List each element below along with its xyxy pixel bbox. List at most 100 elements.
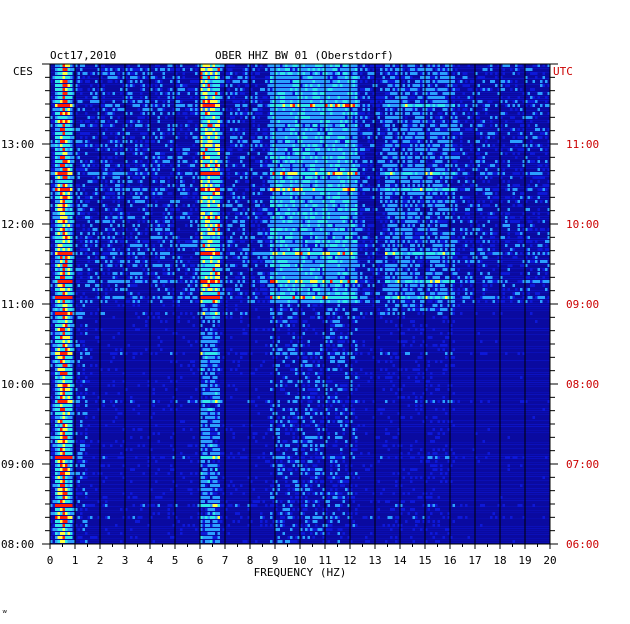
spectrogram-cell (295, 112, 298, 115)
spectrogram-cell (290, 208, 293, 211)
spectrogram-cell (345, 148, 348, 151)
spectrogram-cell (82, 168, 85, 171)
spectrogram-cell (307, 76, 310, 79)
spectrogram-cell (485, 136, 488, 139)
spectrogram-cell (307, 156, 310, 159)
spectrogram-cell (60, 132, 63, 135)
spectrogram-cell (540, 136, 543, 139)
spectrogram-cell (60, 204, 63, 207)
spectrogram-cell (217, 160, 220, 163)
spectrogram-cell (335, 84, 338, 87)
spectrogram-cell (477, 204, 480, 207)
spectrogram-cell (390, 208, 393, 211)
spectrogram-cell (220, 92, 223, 95)
spectrogram-cell (102, 96, 105, 99)
spectrogram-cell (512, 128, 515, 131)
spectrogram-cell (432, 164, 435, 167)
spectrogram-cell (212, 156, 215, 159)
spectrogram-cell (112, 172, 115, 175)
spectrogram-cell (202, 84, 205, 87)
spectrogram-cell (55, 136, 58, 139)
spectrogram-cell (137, 176, 140, 179)
spectrogram-cell (215, 184, 218, 187)
spectrogram-cell (445, 124, 448, 127)
spectrogram-cell (392, 76, 395, 79)
spectrogram-cell (82, 64, 85, 67)
spectrogram-cell (210, 200, 213, 203)
spectrogram-cell (207, 196, 210, 199)
spectrogram-cell (440, 188, 443, 191)
spectrogram-cell (412, 96, 415, 99)
spectrogram-cell (57, 80, 60, 83)
spectrogram-cell (320, 140, 323, 143)
spectrogram-cell (425, 120, 428, 123)
spectrogram-cell (122, 192, 125, 195)
spectrogram-cell (377, 216, 380, 219)
spectrogram-cell (70, 92, 73, 95)
spectrogram-cell (535, 116, 538, 119)
spectrogram-cell (412, 64, 415, 67)
spectrogram-cell (82, 108, 85, 111)
spectrogram-cell (130, 92, 133, 95)
spectrogram-cell (415, 204, 418, 207)
spectrogram-cell (320, 200, 323, 203)
spectrogram-cell (315, 88, 318, 91)
spectrogram-cell (65, 84, 68, 87)
spectrogram-cell (287, 128, 290, 131)
spectrogram-cell (332, 64, 335, 67)
spectrogram-cell (527, 160, 530, 163)
spectrogram-cell (217, 176, 220, 179)
spectrogram-cell (355, 152, 358, 155)
spectrogram-cell (295, 84, 298, 87)
spectrogram-cell (95, 148, 98, 151)
spectrogram-cell (105, 208, 108, 211)
spectrogram-cell (272, 160, 275, 163)
spectrogram-cell (132, 100, 135, 103)
spectrogram-cell (97, 192, 100, 195)
spectrogram-cell (220, 192, 223, 195)
spectrogram-cell (425, 128, 428, 131)
spectrogram-cell (512, 196, 515, 199)
spectrogram-cell (185, 188, 188, 191)
spectrogram-cell (272, 108, 275, 111)
spectrogram-cell (92, 172, 95, 175)
spectrogram-cell (295, 144, 298, 147)
spectrogram-cell (267, 84, 270, 87)
spectrogram-cell (127, 64, 130, 67)
spectrogram-cell (352, 176, 355, 179)
spectrogram-cell (355, 128, 358, 131)
spectrogram-cell (467, 64, 470, 67)
spectrogram-cell (345, 140, 348, 143)
spectrogram-cell (117, 172, 120, 175)
spectrogram-cell (342, 176, 345, 179)
spectrogram-cell (97, 144, 100, 147)
spectrogram-cell (452, 176, 455, 179)
spectrogram-cell (97, 88, 100, 91)
spectrogram-cell (202, 124, 205, 127)
spectrogram-cell (475, 140, 478, 143)
spectrogram-cell (55, 108, 58, 111)
spectrogram-cell (125, 188, 128, 191)
spectrogram-cell (427, 200, 430, 203)
spectrogram-cell (425, 188, 428, 191)
spectrogram-cell (282, 148, 285, 151)
spectrogram-cell (115, 120, 118, 123)
spectrogram-cell (477, 100, 480, 103)
spectrogram-cell (485, 192, 488, 195)
spectrogram-cell (402, 196, 405, 199)
spectrogram-cell (167, 112, 170, 115)
spectrogram-cell (332, 188, 335, 191)
spectrogram-cell (422, 76, 425, 79)
spectrogram-cell (447, 104, 450, 107)
spectrogram-cell (67, 148, 70, 151)
spectrogram-cell (395, 96, 398, 99)
spectrogram-cell (362, 112, 365, 115)
spectrogram-cell (232, 192, 235, 195)
spectrogram-cell (542, 132, 545, 135)
spectrogram-cell (420, 68, 423, 71)
spectrogram-cell (350, 88, 353, 91)
spectrogram-cell (222, 212, 225, 215)
spectrogram-cell (430, 132, 433, 135)
spectrogram-cell (420, 140, 423, 143)
spectrogram-cell (450, 104, 453, 107)
